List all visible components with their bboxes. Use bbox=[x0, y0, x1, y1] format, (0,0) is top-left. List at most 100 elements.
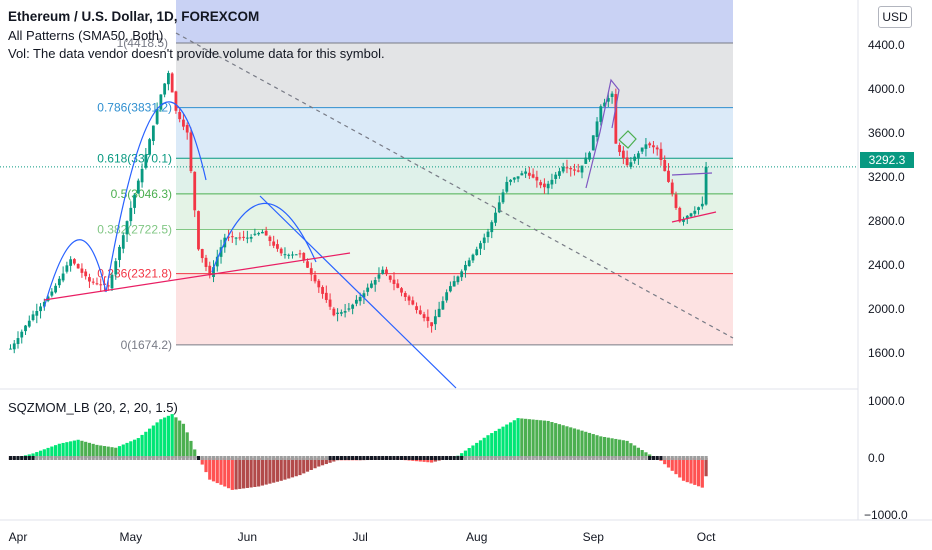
candle-body bbox=[644, 144, 648, 149]
candle-body bbox=[91, 281, 95, 283]
candle-body bbox=[588, 152, 591, 160]
squeeze-dot bbox=[87, 456, 92, 460]
candle-body bbox=[313, 275, 317, 282]
squeeze-dot bbox=[569, 456, 573, 460]
candle-body bbox=[682, 218, 685, 222]
oscillator-bar bbox=[102, 446, 107, 458]
squeeze-dot bbox=[69, 456, 73, 460]
candle-body bbox=[606, 98, 610, 102]
candle-body bbox=[106, 285, 110, 287]
currency-button[interactable]: USD bbox=[878, 6, 912, 28]
oscillator-bar bbox=[696, 458, 701, 487]
candle-body bbox=[437, 308, 441, 318]
oscillator-bar bbox=[591, 434, 595, 458]
oscillator-label[interactable]: SQZMOM_LB (20, 2, 20, 1.5) bbox=[8, 400, 178, 415]
month-label: Apr bbox=[9, 530, 28, 544]
squeeze-dot bbox=[381, 456, 385, 460]
candle-body bbox=[347, 308, 351, 310]
oscillator-bar bbox=[110, 447, 114, 458]
squeeze-dot bbox=[46, 456, 50, 460]
oscillator-bar bbox=[166, 415, 170, 458]
candle-body bbox=[148, 139, 151, 155]
oscillator-bar bbox=[144, 431, 148, 458]
squeeze-dot bbox=[542, 456, 546, 460]
candle-body bbox=[490, 222, 494, 233]
candle-body bbox=[471, 254, 475, 261]
oscillator-bar bbox=[151, 425, 155, 458]
squeeze-dot bbox=[640, 456, 644, 460]
oscillator-bar bbox=[80, 440, 84, 458]
fib-lines: 1(4418.5) 0.786(3831.2) 0.618(3370.1) 0.5(3… bbox=[0, 36, 858, 352]
candle-body bbox=[182, 119, 185, 127]
candle-body bbox=[264, 230, 268, 236]
squeeze-dot bbox=[535, 456, 539, 460]
squeeze-dot bbox=[253, 456, 257, 460]
candle-body bbox=[279, 248, 283, 254]
price-tick-label: 4000.0 bbox=[868, 82, 905, 96]
oscillator-bar bbox=[482, 437, 486, 458]
patterns-indicator-label[interactable]: All Patterns (SMA50, Both) bbox=[8, 28, 164, 43]
squeeze-dot bbox=[599, 456, 603, 460]
squeeze-dot bbox=[324, 456, 328, 460]
oscillator-bar bbox=[76, 439, 80, 458]
oscillator-bar bbox=[189, 440, 193, 458]
squeeze-dot bbox=[343, 456, 347, 460]
oscillator-bar bbox=[561, 425, 565, 458]
squeeze-dot bbox=[204, 456, 208, 460]
oscillator-bar bbox=[512, 420, 516, 458]
oscillator-bar bbox=[302, 458, 306, 474]
candle-body bbox=[215, 256, 219, 267]
squeeze-dot bbox=[178, 456, 182, 460]
oscillator-bar bbox=[272, 458, 276, 483]
candle-body bbox=[212, 267, 215, 278]
squeeze-dot bbox=[151, 456, 155, 460]
candle-body bbox=[253, 233, 257, 235]
oscillator-bar bbox=[305, 458, 310, 472]
squeeze-dot bbox=[249, 456, 253, 460]
squeeze-dot bbox=[460, 456, 464, 460]
squeeze-dot bbox=[606, 456, 610, 460]
squeeze-dot bbox=[670, 456, 674, 460]
oscillator-bar bbox=[531, 419, 535, 458]
fib-label: 0(1674.2) bbox=[121, 338, 172, 352]
squeeze-dot bbox=[430, 456, 434, 460]
oscillator-tick-label: 0.0 bbox=[868, 451, 885, 465]
squeeze-dot bbox=[478, 456, 483, 460]
oscillator-bar bbox=[554, 423, 558, 458]
squeeze-dot bbox=[57, 456, 61, 460]
candle-body bbox=[114, 261, 118, 275]
candle-body bbox=[9, 348, 12, 350]
squeeze-dot bbox=[20, 456, 24, 460]
candle-body bbox=[272, 241, 276, 246]
candle-body bbox=[358, 296, 362, 302]
candle-body bbox=[99, 284, 103, 286]
candle-body bbox=[524, 171, 527, 174]
oscillator-bar bbox=[704, 458, 708, 477]
fib-label: 0.618(3370.1) bbox=[97, 151, 172, 165]
oscillator-bar bbox=[463, 450, 468, 458]
month-label: Jul bbox=[352, 530, 367, 544]
candle-body bbox=[118, 246, 121, 260]
oscillator-bar bbox=[572, 428, 577, 458]
oscillator-bar bbox=[42, 449, 46, 458]
oscillator-bar bbox=[211, 458, 216, 482]
oscillator-bar bbox=[640, 450, 644, 458]
oscillator-bar bbox=[223, 458, 227, 487]
candle-body bbox=[700, 203, 704, 207]
oscillator-bar bbox=[249, 458, 253, 488]
candle-body bbox=[685, 215, 689, 219]
month-label: Sep bbox=[583, 530, 605, 544]
symbol-title[interactable]: Ethereum / U.S. Dollar, 1D, FOREXCOM bbox=[8, 9, 260, 24]
oscillator-bar bbox=[268, 458, 272, 484]
squeeze-dot bbox=[23, 456, 28, 460]
candle-body bbox=[268, 236, 272, 242]
squeeze-dot bbox=[102, 456, 107, 460]
squeeze-dot bbox=[193, 456, 197, 460]
oscillator-bar bbox=[234, 458, 238, 490]
squeeze-dot bbox=[561, 456, 565, 460]
oscillator-bar bbox=[136, 438, 140, 458]
squeeze-dot bbox=[407, 456, 411, 460]
oscillator-bar bbox=[148, 428, 152, 458]
candle-body bbox=[482, 237, 486, 244]
oscillator-bar bbox=[219, 458, 223, 485]
